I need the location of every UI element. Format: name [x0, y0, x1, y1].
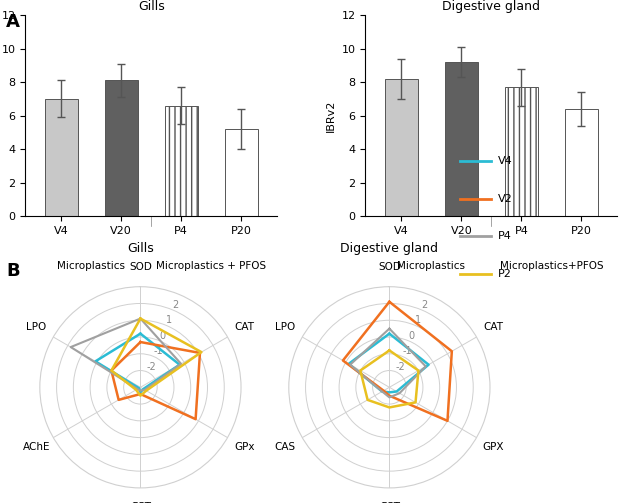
Bar: [565, 109, 598, 216]
Text: Microplastics: Microplastics: [57, 261, 125, 271]
Bar: [164, 106, 198, 216]
Text: P2: P2: [498, 269, 512, 279]
Title: Digestive gland: Digestive gland: [442, 0, 541, 13]
Title: Gills: Gills: [138, 0, 164, 13]
Text: Microplastics + PFOS: Microplastics + PFOS: [156, 261, 266, 271]
Text: P4: P4: [498, 231, 512, 241]
Bar: [45, 99, 77, 216]
Text: V2: V2: [498, 194, 512, 204]
Text: Microplastics+PFOS: Microplastics+PFOS: [500, 261, 603, 271]
Y-axis label: IBRv2: IBRv2: [326, 100, 336, 132]
Bar: [505, 87, 538, 216]
Text: B: B: [6, 262, 20, 280]
Text: A: A: [6, 13, 20, 31]
Text: Microplastics: Microplastics: [398, 261, 466, 271]
Bar: [225, 129, 258, 216]
Bar: [385, 79, 418, 216]
Bar: [105, 80, 138, 216]
Bar: [445, 62, 478, 216]
Title: Gills: Gills: [127, 242, 154, 255]
Title: Digestive gland: Digestive gland: [340, 242, 438, 255]
Text: V4: V4: [498, 156, 512, 166]
